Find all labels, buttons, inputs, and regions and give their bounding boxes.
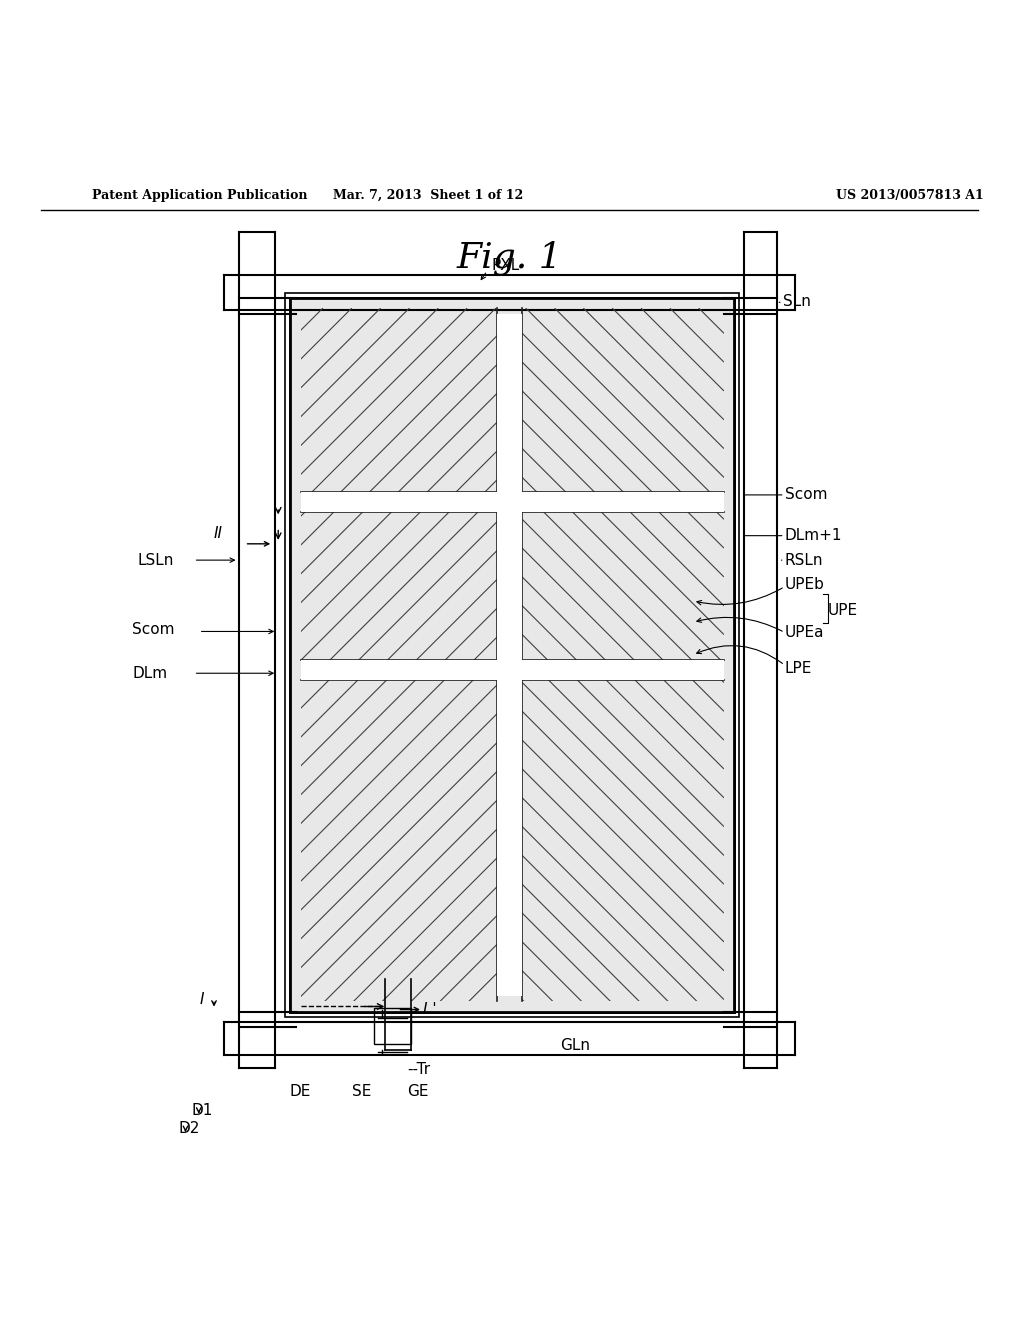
Text: GE: GE — [408, 1084, 429, 1098]
Text: DLm+1: DLm+1 — [784, 528, 842, 543]
Text: Mar. 7, 2013  Sheet 1 of 12: Mar. 7, 2013 Sheet 1 of 12 — [333, 189, 523, 202]
Text: II: II — [214, 527, 223, 541]
Text: Patent Application Publication: Patent Application Publication — [92, 189, 307, 202]
Bar — [291, 298, 734, 1011]
Text: UPEa: UPEa — [784, 624, 824, 640]
Bar — [522, 309, 724, 502]
Text: LSLn: LSLn — [137, 553, 174, 568]
Text: --Tr: --Tr — [408, 1063, 431, 1077]
Bar — [522, 680, 724, 1002]
Bar — [291, 298, 734, 1011]
Bar — [497, 314, 522, 997]
Text: UPE: UPE — [827, 602, 858, 618]
Bar — [301, 660, 724, 680]
Text: DE: DE — [290, 1084, 311, 1098]
Text: PXL: PXL — [492, 259, 519, 273]
Text: UPEb: UPEb — [784, 577, 824, 593]
Bar — [301, 492, 724, 512]
Text: D2: D2 — [178, 1121, 200, 1137]
Bar — [374, 1007, 411, 1044]
Text: SE: SE — [352, 1084, 372, 1098]
Bar — [286, 293, 739, 1016]
Bar — [522, 512, 724, 671]
Text: LPE: LPE — [784, 660, 812, 676]
Text: SLn: SLn — [782, 294, 811, 309]
Text: GLn: GLn — [560, 1038, 591, 1053]
Text: I ': I ' — [423, 1002, 436, 1016]
Bar — [291, 298, 734, 1011]
Text: DLm: DLm — [132, 665, 168, 681]
Text: RSLn: RSLn — [784, 553, 823, 568]
Text: US 2013/0057813 A1: US 2013/0057813 A1 — [836, 189, 983, 202]
Text: Fig. 1: Fig. 1 — [457, 240, 562, 275]
Bar — [301, 309, 497, 502]
Text: Scom: Scom — [132, 622, 175, 638]
Bar — [301, 680, 497, 1002]
Text: D1: D1 — [191, 1104, 213, 1118]
Text: Scom: Scom — [784, 487, 827, 503]
Bar — [301, 512, 497, 671]
Text: I: I — [200, 991, 204, 1007]
